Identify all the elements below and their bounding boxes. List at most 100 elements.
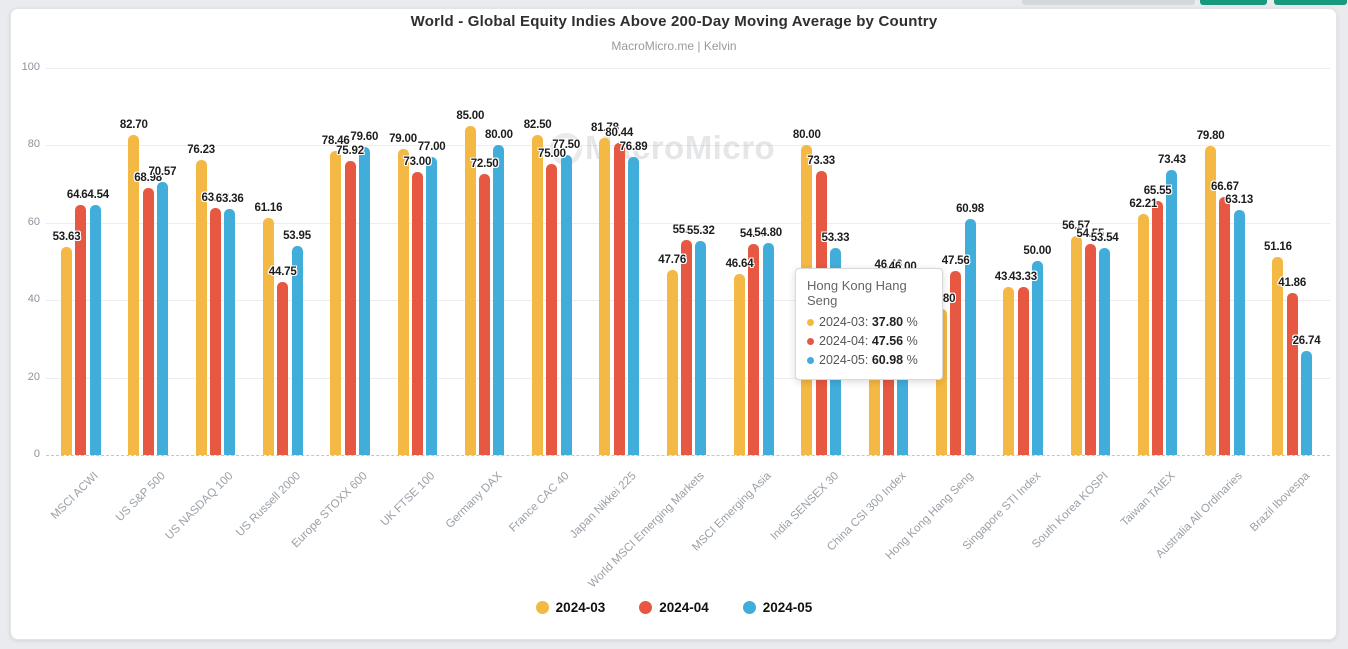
bar-2024-03-msci-emerging-asia[interactable] bbox=[734, 274, 745, 455]
bar-2024-04-france-cac-40[interactable] bbox=[546, 164, 558, 455]
bar-2024-05-germany-dax[interactable] bbox=[493, 145, 505, 455]
x-category-taiwan-taiex[interactable]: Taiwan TAIEX bbox=[1118, 470, 1178, 529]
bar-2024-03-france-cac-40[interactable] bbox=[532, 135, 544, 455]
x-category-south-korea-kospi[interactable]: South Korea KOSPI bbox=[1029, 470, 1111, 551]
tooltip-row-2024-04: 2024-04: 47.56 % bbox=[807, 332, 931, 351]
bar-2024-03-uk-ftse-100[interactable] bbox=[397, 148, 409, 455]
bar-2024-04-singapore-sti-index[interactable] bbox=[1017, 287, 1029, 455]
x-category-msci-acwi[interactable]: MSCI ACWI bbox=[48, 470, 101, 522]
bar-2024-03-australia-all-ordinaries[interactable] bbox=[1205, 145, 1217, 455]
chart-subtitle: MacroMicro.me | Kelvin bbox=[611, 39, 737, 53]
bar-2024-03-singapore-sti-index[interactable] bbox=[1003, 286, 1015, 455]
bar-2024-04-europe-stoxx-600[interactable] bbox=[344, 160, 356, 455]
x-category-france-cac-40[interactable]: France CAC 40 bbox=[507, 470, 572, 535]
bar-2024-04-us-russell-2000[interactable] bbox=[277, 281, 289, 455]
tooltip-title: Hong Kong Hang Seng bbox=[807, 278, 907, 308]
bar-2024-05-south-korea-kospi[interactable] bbox=[1099, 247, 1111, 455]
bar-2024-05-singapore-sti-index[interactable] bbox=[1031, 261, 1043, 455]
bar-2024-03-us-nasdaq-100[interactable] bbox=[195, 159, 207, 455]
bar-value-label: 77.50 bbox=[552, 138, 581, 151]
x-category-brazil-ibovespa[interactable]: Brazil Ibovespa bbox=[1248, 470, 1313, 535]
bar-value-label: 56.57 bbox=[1062, 219, 1090, 232]
bar-2024-04-south-korea-kospi[interactable] bbox=[1084, 243, 1096, 455]
bar-2024-03-us-s-p-500[interactable] bbox=[128, 134, 140, 455]
bar-2024-05-australia-all-ordinaries[interactable] bbox=[1233, 210, 1245, 455]
toolbar-range-pill[interactable] bbox=[1022, 0, 1195, 5]
bar-2024-04-uk-ftse-100[interactable] bbox=[411, 172, 423, 455]
bar-2024-03-south-korea-kospi[interactable] bbox=[1070, 235, 1082, 455]
x-category-europe-stoxx-600[interactable]: Europe STOXX 600 bbox=[289, 470, 370, 551]
bar-2024-03-taiwan-taiex[interactable] bbox=[1137, 213, 1149, 455]
x-category-india-sensex-30[interactable]: India SENSEX 30 bbox=[768, 470, 842, 543]
bar-2024-05-world-msci-emerging-markets[interactable] bbox=[695, 240, 707, 455]
bar-2024-03-germany-dax[interactable] bbox=[464, 125, 476, 455]
bar-2024-04-taiwan-taiex[interactable] bbox=[1152, 200, 1164, 455]
toolbar-button-2[interactable] bbox=[1274, 0, 1347, 5]
chart-title: World - Global Equity Indies Above 200-D… bbox=[410, 13, 938, 30]
bar-2024-04-world-msci-emerging-markets[interactable] bbox=[681, 239, 692, 455]
tooltip-row-2024-03: 2024-03: 37.80 % bbox=[807, 313, 931, 332]
bar-2024-05-japan-nikkei-225[interactable] bbox=[628, 157, 639, 455]
bar-value-label: 61.16 bbox=[254, 202, 283, 214]
bar-2024-04-brazil-ibovespa[interactable] bbox=[1286, 292, 1298, 455]
bar-value-label: 46.46 bbox=[874, 258, 903, 271]
bar-value-label: 65.55 bbox=[1143, 184, 1172, 197]
bar-2024-05-us-nasdaq-100[interactable] bbox=[224, 209, 236, 455]
bar-2024-03-world-msci-emerging-markets[interactable] bbox=[666, 269, 678, 455]
bar-value-label: 63.63 bbox=[201, 192, 230, 205]
bar-2024-04-us-s-p-500[interactable] bbox=[142, 187, 154, 455]
bar-2024-03-us-russell-2000[interactable] bbox=[262, 218, 274, 455]
toolbar-button-1[interactable] bbox=[1200, 0, 1267, 5]
bar-value-label: 53.33 bbox=[821, 232, 850, 245]
bar-2024-03-brazil-ibovespa[interactable] bbox=[1272, 256, 1284, 455]
bar-value-label: 53.54 bbox=[1090, 231, 1119, 244]
bar-value-label: 80.44 bbox=[605, 127, 634, 140]
bar-value-label: 79.00 bbox=[389, 132, 417, 145]
bar-2024-05-brazil-ibovespa[interactable] bbox=[1301, 351, 1312, 455]
bar-2024-05-france-cac-40[interactable] bbox=[560, 154, 572, 455]
bar-value-label: 43.43 bbox=[994, 270, 1023, 283]
x-category-uk-ftse-100[interactable]: UK FTSE 100 bbox=[378, 470, 438, 529]
bar-value-label: 44.75 bbox=[268, 265, 297, 278]
legend-item-2024-04[interactable]: 2024-04 bbox=[639, 600, 709, 615]
bar-value-label: 64.64 bbox=[66, 188, 95, 201]
legend-item-2024-03[interactable]: 2024-03 bbox=[535, 600, 605, 615]
legend-dot-icon bbox=[535, 601, 549, 614]
bar-2024-05-us-russell-2000[interactable] bbox=[291, 245, 303, 455]
bar-2024-04-germany-dax[interactable] bbox=[479, 174, 491, 455]
y-tick-20: 20 bbox=[27, 370, 40, 383]
bar-2024-05-uk-ftse-100[interactable] bbox=[426, 156, 438, 455]
bar-2024-05-taiwan-taiex[interactable] bbox=[1166, 170, 1178, 455]
bar-value-label: 73.00 bbox=[403, 156, 432, 169]
bar-2024-05-europe-stoxx-600[interactable] bbox=[358, 146, 370, 455]
bar-value-label: 47.76 bbox=[658, 253, 687, 266]
bar-2024-05-msci-emerging-asia[interactable] bbox=[762, 242, 774, 455]
x-category-us-s-p-500[interactable]: US S&P 500 bbox=[114, 470, 169, 524]
gridline-100 bbox=[46, 67, 1330, 69]
bar-2024-03-msci-acwi[interactable] bbox=[61, 247, 72, 455]
bar-2024-04-japan-nikkei-225[interactable] bbox=[613, 143, 625, 455]
bar-value-label: 72.50 bbox=[470, 158, 499, 171]
bar-value-label: 55.32 bbox=[686, 224, 715, 237]
x-category-us-russell-2000[interactable]: US Russell 2000 bbox=[233, 470, 303, 540]
bar-2024-05-hong-kong-hang-seng[interactable] bbox=[964, 218, 976, 455]
bar-2024-04-msci-emerging-asia[interactable] bbox=[748, 243, 760, 455]
x-category-us-nasdaq-100[interactable]: US NASDAQ 100 bbox=[163, 470, 236, 543]
bar-2024-03-hong-kong-hang-seng[interactable] bbox=[935, 308, 947, 455]
x-category-germany-dax[interactable]: Germany DAX bbox=[443, 470, 505, 531]
bar-2024-03-europe-stoxx-600[interactable] bbox=[330, 150, 342, 455]
bar-2024-04-msci-acwi[interactable] bbox=[75, 204, 87, 455]
bar-value-label: 54.55 bbox=[739, 227, 768, 240]
bar-2024-04-australia-all-ordinaries[interactable] bbox=[1219, 196, 1231, 455]
bar-2024-04-hong-kong-hang-seng[interactable] bbox=[950, 270, 962, 455]
legend-item-2024-05[interactable]: 2024-05 bbox=[742, 600, 812, 615]
bar-2024-05-msci-acwi[interactable] bbox=[89, 204, 101, 455]
x-category-japan-nikkei-225[interactable]: Japan Nikkei 225 bbox=[568, 470, 640, 541]
x-category-msci-emerging-asia[interactable]: MSCI Emerging Asia bbox=[690, 470, 774, 554]
x-category-world-msci-emerging-markets[interactable]: World MSCI Emerging Markets bbox=[586, 470, 707, 591]
bar-2024-05-us-s-p-500[interactable] bbox=[156, 181, 168, 455]
bar-2024-03-japan-nikkei-225[interactable] bbox=[599, 138, 611, 455]
x-axis-baseline bbox=[46, 455, 1330, 456]
tooltip-series-dot-icon bbox=[807, 338, 814, 345]
bar-2024-04-us-nasdaq-100[interactable] bbox=[209, 208, 221, 455]
